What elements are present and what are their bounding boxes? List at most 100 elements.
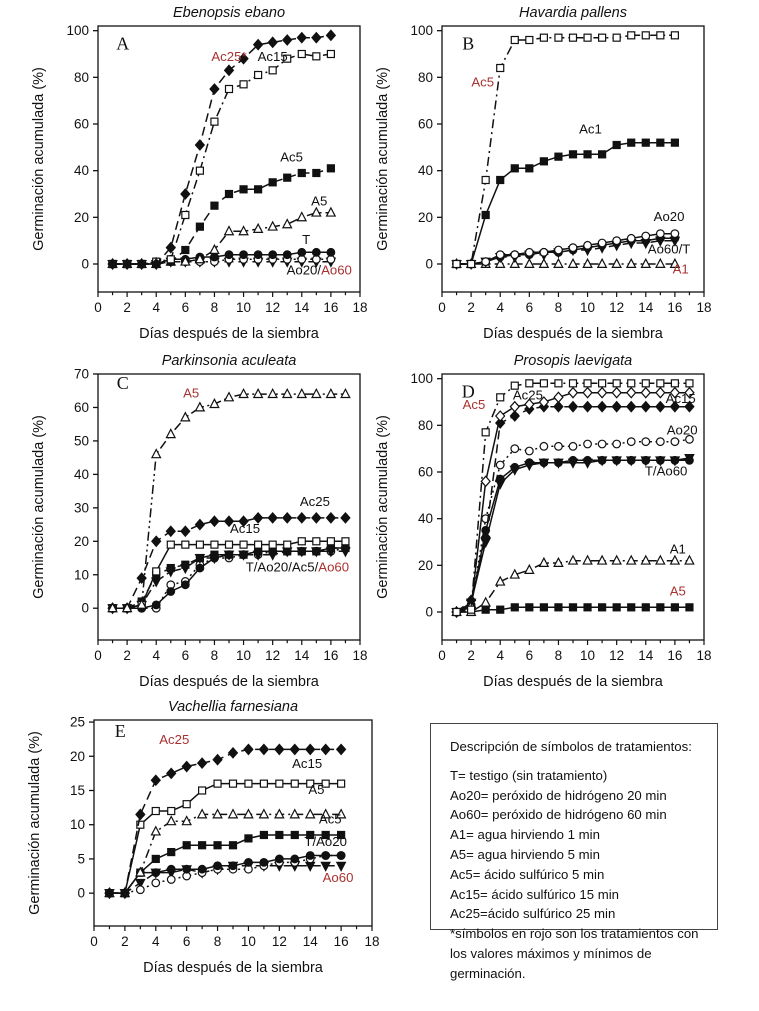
series-label: A5 [308, 782, 324, 797]
x-tick-label: 14 [303, 934, 319, 949]
legend-line: A5= agua hirviendo 5 min [450, 846, 600, 862]
x-tick-label: 8 [211, 300, 219, 315]
y-tick-label: 60 [74, 400, 89, 415]
panel-b-chart: Havardia pallens 0 20 40 60 80 100 0 2 4 6 8 10 12 14 1… [372, 2, 740, 353]
x-tick-label: 14 [638, 300, 654, 315]
y-tick-label: 40 [418, 511, 433, 526]
series-label: Ac15 [230, 521, 260, 536]
x-tick-label: 6 [182, 300, 190, 315]
y-tick-label: 20 [70, 749, 85, 764]
x-tick-label: 2 [123, 648, 131, 663]
x-tick-label: 14 [294, 300, 310, 315]
series-markers-Ac25 [104, 743, 347, 900]
x-axis-label: Días después de la siembra [139, 326, 320, 342]
chart-title: Prosopis laevigata [514, 353, 633, 369]
axes: 0 20 40 60 80 100 0 2 4 6 8 10 12 14 16 18 [66, 23, 367, 315]
x-tick-label: 16 [323, 648, 338, 663]
series-line-Ao60 [109, 865, 342, 894]
x-tick-label: 8 [555, 300, 563, 315]
x-tick-label: 18 [364, 934, 379, 949]
legend-lines: T= testigo (sin tratamiento) Ao20= peróxi… [450, 766, 709, 984]
y-tick-label: 40 [418, 163, 433, 178]
panel-e-chart: Vachellia farnesiana 0 5 10 15 20 25 0 2 4 6 8 10 12 1… [24, 694, 402, 1001]
series-line-Ao20 [456, 438, 690, 613]
series-markers-Ac25 [451, 386, 695, 618]
x-tick-label: 6 [182, 648, 190, 663]
series-line-T [109, 854, 342, 894]
x-tick-label: 12 [609, 648, 624, 663]
series-line-Ac5 [456, 34, 675, 265]
treatment-legend-box: Descripción de símbolos de tratamientos:… [430, 723, 718, 981]
series-label: A1 [670, 542, 686, 557]
series-markers-Ac15 [105, 779, 346, 898]
series-line-Ac5 [109, 834, 342, 894]
axes: 0 20 40 60 80 100 0 2 4 6 8 10 12 14 16 18 [410, 371, 711, 663]
series-line-A5 [109, 813, 342, 894]
x-tick-label: 16 [334, 934, 349, 949]
y-tick-label: 0 [77, 886, 85, 901]
series-line-A5 [112, 393, 346, 609]
series-line-Ac25 [112, 34, 332, 265]
y-axis-label: Germinación acumulada (%) [31, 415, 47, 599]
y-axis-label: Germinación acumulada (%) [31, 67, 47, 251]
x-axis-label: Días después de la siembra [143, 960, 324, 976]
series-line-A5 [112, 211, 331, 265]
y-tick-label: 20 [418, 210, 433, 225]
chart-title: Vachellia farnesiana [168, 699, 298, 715]
panel-c-svg: Parkinsonia aculeata 0 10 20 30 40 50 60 70 0 2 4 6 8… [31, 353, 368, 690]
series-label: Ac1 [579, 121, 602, 136]
y-tick-label: 60 [74, 117, 89, 132]
x-tick-label: 12 [265, 300, 280, 315]
x-axis-label: Días después de la siembra [139, 674, 320, 690]
x-tick-label: 8 [214, 934, 222, 949]
y-tick-label: 20 [74, 534, 89, 549]
x-tick-label: 4 [152, 300, 160, 315]
x-tick-label: 8 [555, 648, 563, 663]
x-tick-label: 16 [667, 300, 682, 315]
y-tick-label: 20 [74, 210, 89, 225]
panel-e-svg: Vachellia farnesiana 0 5 10 15 20 25 0 2 4 6 8 10 12 1… [27, 699, 380, 976]
legend-line: Ao60= peróxido de hidrógeno 60 min [450, 807, 667, 823]
panel-b-svg: Havardia pallens 0 20 40 60 80 100 0 2 4 6 8 10 12 14 1… [375, 5, 712, 342]
legend-line: *símbolos en rojo son los tratamientos c… [450, 926, 699, 981]
y-tick-label: 20 [418, 558, 433, 573]
x-tick-label: 2 [123, 300, 131, 315]
y-tick-label: 10 [74, 567, 89, 582]
y-tick-label: 60 [418, 465, 433, 480]
axes: 0 10 20 30 40 50 60 70 0 2 4 6 8 10 12 14 16 18 [74, 367, 368, 664]
series-label: Ac15 [292, 756, 322, 771]
legend-line: Ac15= ácido sulfúrico 15 min [450, 886, 619, 902]
x-tick-label: 6 [526, 648, 534, 663]
series-line-Ao60 [456, 237, 675, 265]
x-tick-label: 18 [696, 300, 711, 315]
series-markers-A1 [451, 554, 695, 616]
y-axis-label: Germinación acumulada (%) [375, 67, 391, 251]
series-label: Ao20 [654, 209, 685, 224]
y-axis-label: Germinación acumulada (%) [375, 415, 391, 599]
x-tick-label: 6 [526, 300, 534, 315]
series-label: Ac5 [280, 149, 303, 164]
series-label: Ac15 [666, 391, 696, 406]
series-label: Ao20 [667, 423, 698, 438]
y-tick-label: 0 [425, 257, 433, 272]
y-tick-label: 0 [425, 605, 433, 620]
x-tick-label: 0 [438, 300, 446, 315]
series-markers-A5 [107, 387, 351, 613]
series-markers-Ac5 [452, 379, 694, 617]
series-line-Ao60 [456, 457, 690, 613]
series-label: Ao60/T [648, 242, 691, 257]
panel-a-chart: Ebenopsis ebano 0 20 40 60 80 100 0 2 4 6 8 10 12 14 16… [28, 2, 396, 353]
y-tick-label: 30 [74, 500, 89, 515]
series-label: A5 [183, 385, 199, 400]
series-line-Ac5 [112, 167, 332, 265]
x-axis-label: Días después de la siembra [483, 326, 664, 342]
series-markers-Ac15 [451, 400, 695, 618]
panel-letter: B [462, 33, 474, 53]
x-tick-label: 0 [90, 934, 98, 949]
x-tick-label: 12 [609, 300, 624, 315]
plot-frame [441, 373, 705, 641]
x-tick-label: 6 [183, 934, 191, 949]
y-tick-label: 70 [74, 367, 89, 382]
x-tick-label: 0 [94, 300, 102, 315]
